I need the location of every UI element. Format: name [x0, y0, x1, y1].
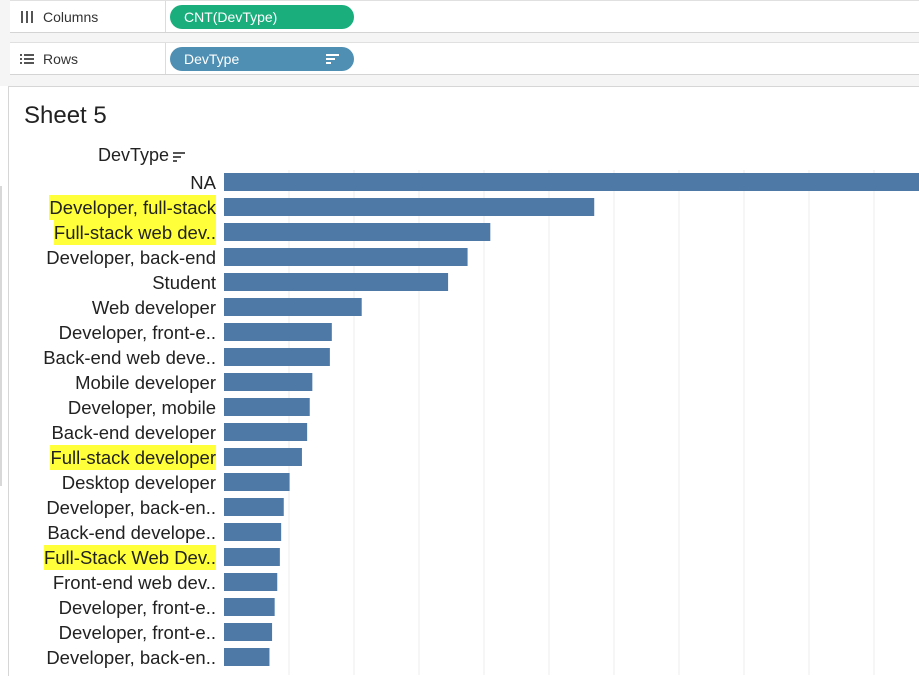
columns-pill[interactable]: CNT(DevType) — [170, 5, 354, 29]
row-label[interactable]: Developer, back-end — [46, 247, 216, 268]
rows-shelf-label: Rows — [43, 50, 79, 67]
row-label[interactable]: Developer, full-stack — [49, 195, 216, 220]
row-label[interactable]: Mobile developer — [75, 372, 216, 393]
bar[interactable] — [224, 348, 330, 366]
columns-shelf-label: Columns — [43, 8, 99, 25]
rows-pill-label: DevType — [184, 51, 240, 67]
row-label[interactable]: Developer, front-e.. — [58, 322, 216, 343]
rows-icon — [20, 53, 34, 64]
row-label[interactable]: Front-end web dev.. — [52, 572, 216, 593]
bar[interactable] — [224, 598, 275, 616]
columns-shelf: Columns CNT(DevType) — [10, 0, 919, 33]
row-header-label: DevType — [98, 145, 170, 165]
columns-shelf-label-area: Columns — [10, 1, 166, 32]
bar[interactable] — [224, 623, 273, 641]
pane-divider — [0, 186, 2, 486]
row-label[interactable]: Full-stack developer — [50, 445, 216, 470]
row-label[interactable]: Back-end developer — [51, 422, 216, 443]
bar[interactable] — [224, 498, 284, 516]
rows-shelf-label-area: Rows — [10, 43, 166, 74]
row-label[interactable]: Full-stack web dev.. — [53, 220, 216, 245]
bar[interactable] — [224, 373, 313, 391]
bar[interactable] — [224, 448, 302, 466]
sort-descending-icon[interactable] — [326, 52, 340, 66]
sort-descending-icon[interactable] — [173, 149, 187, 163]
bar[interactable] — [224, 523, 282, 541]
bar[interactable] — [224, 173, 919, 191]
bar[interactable] — [224, 573, 278, 591]
bar[interactable] — [224, 273, 449, 291]
bar[interactable] — [224, 648, 270, 666]
row-label[interactable]: Developer, mobile — [67, 397, 216, 418]
row-label[interactable]: Developer, front-e.. — [58, 597, 216, 618]
bar[interactable] — [224, 298, 362, 316]
bar[interactable] — [224, 323, 332, 341]
bar[interactable] — [224, 473, 290, 491]
bar[interactable] — [224, 198, 595, 216]
sheet-title: Sheet 5 — [24, 102, 107, 129]
row-label[interactable]: Developer, back-en.. — [46, 647, 216, 668]
bar[interactable] — [224, 398, 310, 416]
bar[interactable] — [224, 548, 280, 566]
bar[interactable] — [224, 423, 308, 441]
columns-icon — [21, 10, 33, 23]
row-label[interactable]: Developer, front-e.. — [58, 622, 216, 643]
row-label[interactable]: Developer, back-en.. — [46, 497, 216, 518]
bar[interactable] — [224, 223, 491, 241]
row-label[interactable]: Student — [152, 272, 216, 293]
row-label[interactable]: Back-end web deve.. — [43, 347, 216, 368]
row-header[interactable]: DevType — [98, 145, 187, 166]
row-label[interactable]: Web developer — [91, 297, 216, 318]
bar[interactable] — [224, 248, 468, 266]
row-label[interactable]: Full-Stack Web Dev.. — [43, 545, 216, 570]
row-label[interactable]: Back-end develope.. — [47, 522, 216, 543]
row-label[interactable]: Desktop developer — [61, 472, 216, 493]
columns-pill-label: CNT(DevType) — [184, 9, 278, 25]
rows-shelf: Rows DevType — [10, 42, 919, 75]
rows-pill[interactable]: DevType — [170, 47, 354, 71]
row-label[interactable]: NA — [190, 172, 216, 193]
